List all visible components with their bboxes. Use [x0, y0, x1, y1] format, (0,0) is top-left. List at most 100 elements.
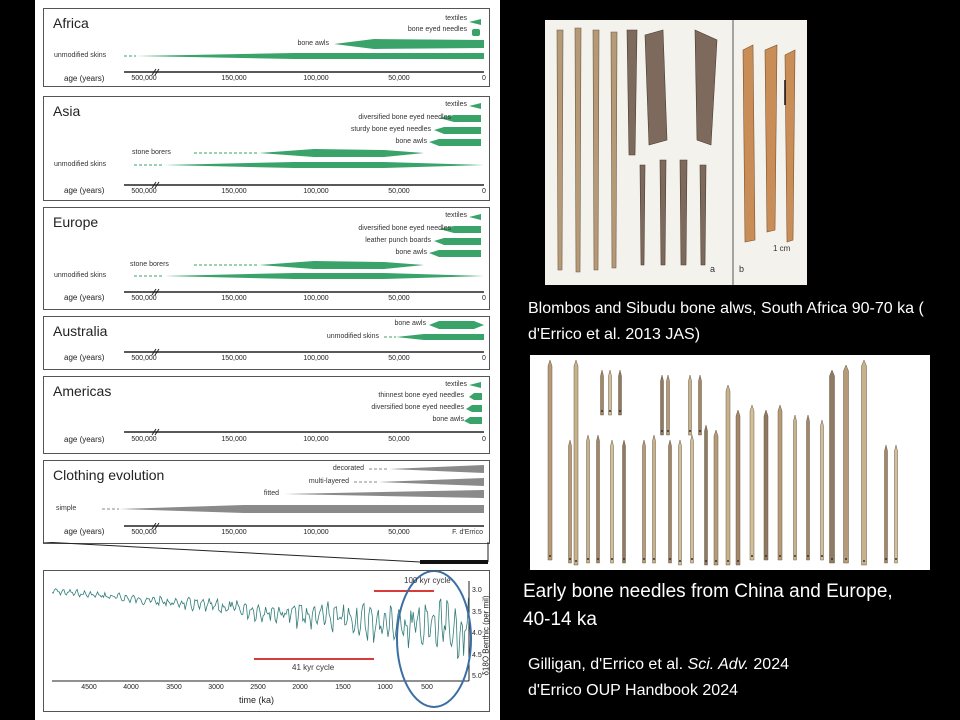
benthic-plot	[51, 570, 472, 708]
label-simple: simple	[56, 505, 77, 512]
needle-eye	[765, 555, 767, 557]
tick-150000: 150,000	[221, 75, 247, 82]
panel-title: Asia	[53, 103, 81, 119]
tick-500000: 500,000	[131, 295, 157, 302]
bone-needle	[735, 409, 741, 566]
bone-needle	[586, 434, 590, 564]
bone-needle	[596, 434, 600, 564]
ytick: 3.5	[472, 609, 482, 616]
y-axis-label: δ18O Benthic (per mil)	[481, 595, 491, 676]
tick-0: 0	[482, 75, 486, 82]
needle-eye	[831, 558, 833, 560]
bone-needle	[690, 434, 694, 564]
bone-needle	[884, 444, 888, 564]
bone-needle	[642, 439, 646, 564]
tick-500000: 500,000	[131, 436, 157, 443]
tick-150000: 150,000	[221, 529, 247, 536]
label-fitted: fitted	[263, 490, 279, 497]
axis-label: age (years)	[64, 435, 105, 444]
needle-eye	[575, 560, 577, 562]
tick-50000: 50,000	[388, 355, 410, 362]
bone-needle	[713, 429, 719, 566]
australia-bars	[124, 321, 484, 356]
europe-bars	[124, 214, 484, 296]
tick-100000: 100,000	[303, 355, 329, 362]
ytick: 4.0	[472, 630, 482, 637]
label-bone-awls: bone awls	[395, 138, 427, 145]
label-unmodified-skins: unmodified skins	[326, 333, 379, 340]
tick-100000: 100,000	[303, 436, 329, 443]
bone-needle	[894, 444, 898, 564]
needle-eye	[715, 560, 717, 562]
needle-eye	[699, 430, 701, 432]
bone-needle	[666, 374, 670, 436]
tick-0: 0	[482, 295, 486, 302]
asia-bars	[124, 103, 484, 189]
tick-0: 0	[482, 188, 486, 195]
needle-eye	[679, 560, 681, 562]
bone-needle	[688, 374, 692, 436]
needle-eye	[643, 558, 645, 560]
bone-needle	[749, 404, 755, 561]
needle-eye	[885, 558, 887, 560]
label-bone-eyed-needles: bone eyed needles	[407, 26, 467, 33]
bone-needle	[861, 359, 867, 566]
needle-eye	[794, 555, 796, 557]
xtick: 500	[421, 684, 433, 691]
panel-asia: Asia textiles diversified bone eyed need…	[43, 96, 490, 201]
label-unmodified-skins: unmodified skins	[54, 161, 107, 168]
bone-needle	[610, 439, 614, 564]
tick-100000: 100,000	[303, 188, 329, 195]
needle-eye	[779, 555, 781, 557]
bone-needle	[660, 374, 664, 436]
label-leather-punch: leather punch boards	[365, 237, 431, 244]
axis-label: age (years)	[64, 74, 105, 83]
bone-needle	[763, 409, 769, 561]
figure-credit: F. d'Errico	[452, 529, 483, 536]
bone-needle	[573, 359, 579, 566]
needle-eye	[863, 560, 865, 562]
needle-eye	[689, 430, 691, 432]
tick-100000: 100,000	[303, 75, 329, 82]
axis-label: age (years)	[64, 293, 105, 302]
benthic-curve	[51, 588, 469, 659]
bone-needle	[568, 439, 572, 564]
needle-eye	[751, 555, 753, 557]
axis-label: age (years)	[64, 527, 105, 536]
panel-americas: Americas textiles thinnest bone eyed nee…	[43, 376, 490, 454]
photo-bone-needles	[530, 355, 930, 570]
caption-needles: Early bone needles from China and Europe…	[523, 581, 893, 630]
caption-blombos: Blombos and Sibudu bone alws, South Afri…	[528, 300, 924, 343]
bone-needles-illustration	[547, 359, 898, 566]
x-axis-label: time (ka)	[239, 695, 275, 705]
panel-title: Europe	[53, 214, 99, 230]
tick-50000: 50,000	[388, 436, 410, 443]
americas-bars	[124, 382, 484, 436]
xtick: 3000	[208, 684, 224, 691]
bone-needle	[725, 384, 731, 566]
label-multi-layered: multi-layered	[308, 478, 349, 485]
left-figure: Africa textiles bone eyed needles bone a…	[35, 0, 500, 720]
label-41kyr: 41 kyr cycle	[292, 663, 335, 672]
label-sturdy-needles: sturdy bone eyed needles	[350, 126, 431, 133]
bone-needle	[600, 369, 604, 416]
tick-500000: 500,000	[131, 188, 157, 195]
tick-150000: 150,000	[221, 436, 247, 443]
needle-eye	[653, 558, 655, 560]
tick-150000: 150,000	[221, 295, 247, 302]
needle-eye	[549, 555, 551, 557]
label-bone-awls: bone awls	[297, 40, 329, 47]
needle-eye	[821, 555, 823, 557]
scale-bar-label: 1 cm	[773, 244, 791, 253]
bone-needle	[843, 364, 849, 564]
label-bone-awls: bone awls	[395, 249, 427, 256]
panel-title: Australia	[53, 323, 108, 339]
needle-eye	[667, 430, 669, 432]
label-textiles: textiles	[445, 101, 467, 108]
photo-label-a: a	[710, 264, 716, 274]
needle-eye	[691, 558, 693, 560]
ref1-journal: Sci. Adv.	[687, 656, 749, 673]
ytick: 3.0	[472, 587, 482, 594]
bone-needle	[618, 369, 622, 416]
ytick: 5.0	[472, 673, 482, 680]
